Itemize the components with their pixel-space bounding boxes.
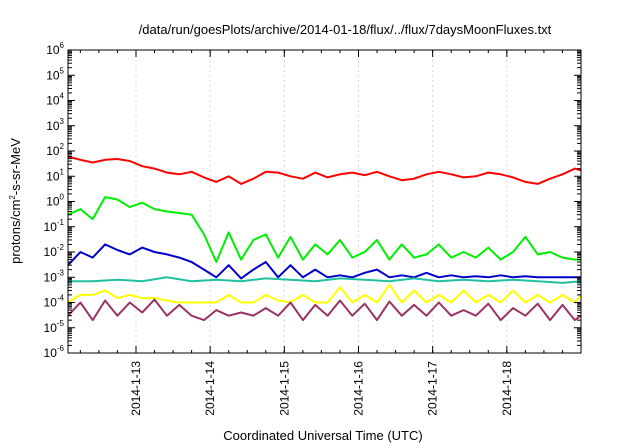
series-line-6 xyxy=(67,298,582,322)
x-tick-label: 2014-1-13 xyxy=(129,361,143,416)
y-axis-ticks: 10-6 10-5 10-4 10-3 10-2 10-1 100 101 102 103 104 1… xyxy=(44,41,581,360)
y-tick-label: 104 xyxy=(46,92,64,108)
y-tick-label: 10-2 xyxy=(44,243,65,259)
y-tick-label: 102 xyxy=(46,142,64,158)
y-tick-label: 10-6 xyxy=(44,344,65,360)
x-tick-label: 2014-1-14 xyxy=(203,361,217,416)
x-tick-label: 2014-1-16 xyxy=(351,361,365,416)
x-axis-ticks: 2014-1-13 2014-1-14 2014-1-15 2014-1-16 2014… xyxy=(79,50,582,416)
y-tick-label: 100 xyxy=(46,193,64,209)
series-line-1 xyxy=(67,155,582,185)
x-tick-label: 2014-1-17 xyxy=(426,361,440,416)
series-line-2 xyxy=(67,196,581,263)
y-tick-label: 10-5 xyxy=(44,319,65,335)
series-line-5 xyxy=(67,283,582,304)
x-axis-title: Coordinated Universal Time (UTC) xyxy=(223,428,422,443)
series-line-4 xyxy=(68,276,582,284)
series-line-3 xyxy=(67,243,581,280)
series-group xyxy=(67,155,582,322)
chart-title: /data/run/goesPlots/archive/2014-01-18/f… xyxy=(139,22,552,37)
y-tick-label: 10-1 xyxy=(44,218,65,234)
grid xyxy=(135,50,508,353)
y-tick-label: 101 xyxy=(46,167,64,183)
x-tick-label: 2014-1-15 xyxy=(277,361,291,416)
y-tick-label: 103 xyxy=(46,117,64,133)
plot-frame xyxy=(67,49,582,354)
y-axis-title-tail: -s-sr-MeV xyxy=(8,138,23,195)
y-tick-label: 10-3 xyxy=(44,268,65,284)
y-axis-title: protons/cm2-s-sr-MeV xyxy=(8,138,23,264)
y-tick-label: 105 xyxy=(46,66,64,82)
y-tick-label: 10-4 xyxy=(44,294,65,310)
y-axis-title-main: protons/cm xyxy=(8,200,23,264)
x-tick-label: 2014-1-18 xyxy=(500,361,514,416)
y-axis-title-sup: 2 xyxy=(8,195,17,200)
y-tick-label: 106 xyxy=(46,41,64,57)
